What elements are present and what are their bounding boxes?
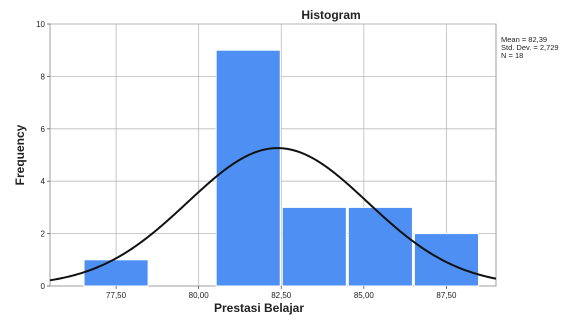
y-tick-label-5: 10 <box>36 20 45 29</box>
histogram-bar-2 <box>215 49 281 287</box>
x-axis-label: Prestasi Belajar <box>214 301 304 315</box>
y-tick-label-2: 4 <box>41 177 46 186</box>
normal-curve-line <box>49 147 497 282</box>
y-tick-label-3: 6 <box>41 125 46 134</box>
x-tick-label-0: 77,50 <box>106 291 127 300</box>
y-axis-ticks: 0 2 4 6 8 10 <box>36 20 50 291</box>
x-axis-ticks: 77,50 80,00 82,50 85,00 87,50 <box>106 286 457 300</box>
y-tick-label-1: 2 <box>41 230 46 239</box>
histogram-bar-0 <box>83 259 149 287</box>
x-tick-label-4: 87,50 <box>436 291 457 300</box>
normal-curve <box>49 147 497 282</box>
stat-mean: Mean = 82,39 <box>501 35 547 44</box>
stats-box: Mean = 82,39 Std. Dev. = 2,729 N = 18 <box>501 35 559 60</box>
bars <box>83 49 479 287</box>
chart-title: Histogram <box>301 8 360 22</box>
stat-std-dev: Std. Dev. = 2,729 <box>501 43 559 52</box>
histogram-bar-5 <box>413 233 479 287</box>
y-tick-label-0: 0 <box>41 282 46 291</box>
x-tick-label-1: 80,00 <box>189 291 210 300</box>
histogram-bar-3 <box>281 206 347 287</box>
stat-n: N = 18 <box>501 51 523 60</box>
histogram-bar-4 <box>347 206 413 287</box>
x-tick-label-3: 85,00 <box>354 291 375 300</box>
y-axis-label: Frequency <box>13 124 27 185</box>
y-tick-label-4: 8 <box>41 72 46 81</box>
x-tick-label-2: 82,50 <box>271 291 292 300</box>
